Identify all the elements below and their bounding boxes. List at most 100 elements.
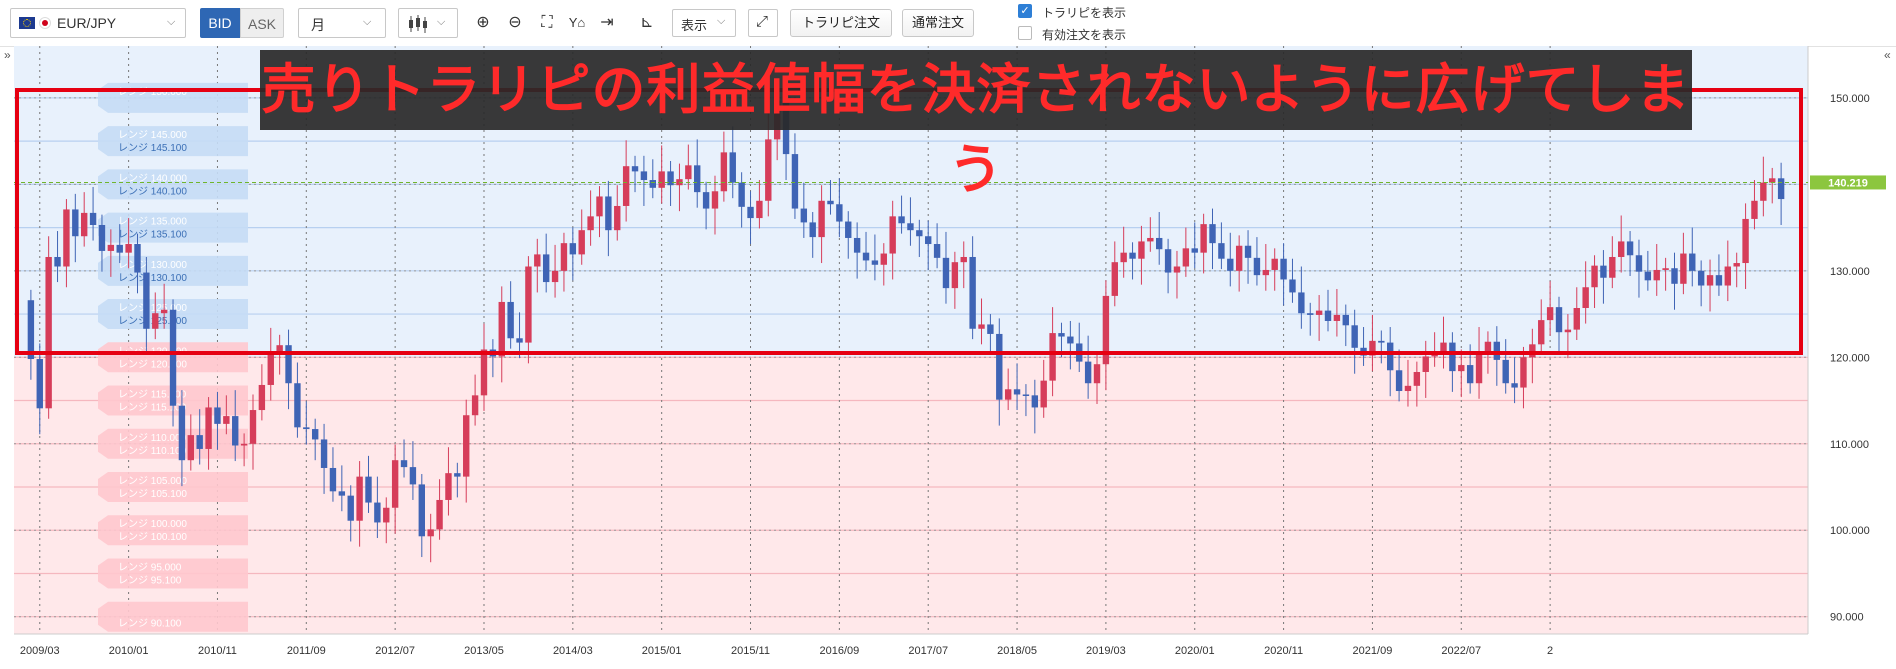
collapse-right-icon[interactable]: « xyxy=(1884,48,1891,62)
candle-body xyxy=(1351,325,1358,348)
fit-screen-icon[interactable]: ⛶ xyxy=(541,14,553,31)
candle-body xyxy=(1342,314,1349,326)
candle-body xyxy=(311,429,319,440)
candle-body xyxy=(285,345,292,384)
ask-button[interactable]: ASK xyxy=(240,8,284,38)
range-tag-label: レンジ 90.100 xyxy=(118,619,182,630)
candle-body xyxy=(1529,344,1536,358)
candle-body xyxy=(1538,320,1545,345)
candle-body xyxy=(987,324,994,334)
candle-body xyxy=(702,192,710,209)
candle-body xyxy=(951,262,959,289)
candle-body xyxy=(756,200,763,219)
candle-body xyxy=(178,405,186,461)
candle-body xyxy=(1235,245,1243,271)
jp-flag-icon xyxy=(39,17,51,29)
candle-body xyxy=(587,216,594,231)
trap-order-button[interactable]: トラリピ注文 xyxy=(790,9,892,37)
candle-body xyxy=(1555,307,1563,333)
candle-body xyxy=(1102,295,1110,365)
candle-body xyxy=(205,407,212,449)
candle-body xyxy=(1760,182,1767,201)
bid-button[interactable]: BID xyxy=(200,8,240,38)
chart-area[interactable]: 2009/03 2010/01 2010/11 2011/09 2012/07 2013/… xyxy=(0,46,1896,664)
candle-body xyxy=(480,349,488,396)
display-label: 表示 xyxy=(681,18,708,33)
candle-body xyxy=(1751,200,1758,219)
range-tag-label: レンジ 105.100 xyxy=(118,489,187,500)
candle-body xyxy=(569,243,577,255)
display-dropdown[interactable]: 表示 ⌵ xyxy=(672,9,736,37)
candle-body xyxy=(1422,356,1429,372)
show-valid-orders-label: 有効注文を表示 xyxy=(1042,28,1127,42)
candle-body xyxy=(1307,313,1314,315)
candle-body xyxy=(1058,333,1065,337)
zoom-in-icon[interactable]: ⊕ xyxy=(476,14,490,31)
candle-body xyxy=(827,200,834,205)
candle-body xyxy=(1502,359,1509,384)
range-tag xyxy=(98,212,248,243)
collapse-left-icon[interactable]: » xyxy=(4,48,11,62)
range-tag-label: レンジ 115.000 xyxy=(118,390,187,401)
show-valid-orders-checkbox[interactable] xyxy=(1018,26,1032,40)
time-axis-label: 2012/07 xyxy=(375,645,415,657)
time-axis-label: 2016/09 xyxy=(819,645,859,657)
candle-body xyxy=(667,171,674,186)
range-tag xyxy=(98,126,248,157)
candle-body xyxy=(347,495,354,521)
range-tag-label: レンジ 145.100 xyxy=(118,143,187,154)
candle-body xyxy=(1617,241,1625,257)
candle-body xyxy=(1369,340,1376,356)
time-axis-label: 2021/09 xyxy=(1353,645,1393,657)
range-tag xyxy=(98,558,248,589)
candle-body xyxy=(800,208,808,223)
current-price-badge xyxy=(1810,175,1886,190)
candlestick-icon xyxy=(409,15,427,33)
timeframe-select[interactable]: 月 ⌵ xyxy=(298,8,386,38)
candle-body xyxy=(791,154,799,209)
candle-body xyxy=(605,196,612,231)
chart-type-select[interactable]: ⌵ xyxy=(398,8,458,38)
candle-body xyxy=(223,416,230,424)
time-axis-label: 2015/01 xyxy=(642,645,682,657)
candle-body xyxy=(1662,268,1669,270)
time-axis-label: 2022/07 xyxy=(1441,645,1481,657)
range-tag-label: レンジ 150.000 xyxy=(118,87,187,98)
range-tag-label: レンジ 135.000 xyxy=(118,217,187,228)
candle-body xyxy=(365,476,372,503)
range-tag-label: レンジ 110.000 xyxy=(118,433,187,444)
candle-body xyxy=(1626,241,1634,256)
toolbar: EUR/JPY ⌵ BID ASK 月 ⌵ ⌵ ⊕ ⊖ ⛶ Y⌂ ⇥ ⊾ 表示 … xyxy=(0,0,1896,47)
range-tag-label: レンジ 140.100 xyxy=(118,186,187,197)
currency-pair-select[interactable]: EUR/JPY ⌵ xyxy=(10,8,186,38)
price-axis-label: 120.000 xyxy=(1830,352,1870,364)
candle-body xyxy=(1733,263,1740,267)
normal-order-button[interactable]: 通常注文 xyxy=(902,9,974,37)
time-axis-label: 2011/09 xyxy=(287,645,326,657)
candle-body xyxy=(685,165,692,180)
zoom-out-icon[interactable]: ⊖ xyxy=(508,14,522,31)
show-trap-checkbox[interactable]: ✓ xyxy=(1018,4,1032,18)
chevron-down-icon: ⌵ xyxy=(167,16,176,28)
candle-body xyxy=(560,243,568,271)
current-price-label: 140.219 xyxy=(1828,177,1868,189)
eu-flag-icon xyxy=(19,17,35,29)
candle-body xyxy=(1724,266,1732,286)
candle-body xyxy=(1253,257,1261,276)
crosshair-lock-icon[interactable]: Y⌂ xyxy=(568,15,586,30)
fullscreen-button[interactable]: ⤢ xyxy=(748,9,778,37)
candle-body xyxy=(525,266,532,343)
candle-body xyxy=(1209,224,1216,244)
candle-body xyxy=(631,166,639,172)
candle-body xyxy=(463,415,470,477)
range-tag-label: レンジ 115.100 xyxy=(118,403,187,414)
candle-body xyxy=(1546,307,1554,321)
candle-body xyxy=(36,359,43,409)
jump-latest-icon[interactable]: ⇥ xyxy=(600,14,614,31)
candle-body xyxy=(1244,245,1252,258)
candle-body xyxy=(1138,241,1145,259)
candle-body xyxy=(1680,253,1687,284)
price-chart[interactable]: 2009/03 2010/01 2010/11 2011/09 2012/07 2013/… xyxy=(0,46,1896,664)
range-tag-label: レンジ 145.000 xyxy=(118,130,187,141)
add-indicator-icon[interactable]: ⊾ xyxy=(640,14,654,31)
